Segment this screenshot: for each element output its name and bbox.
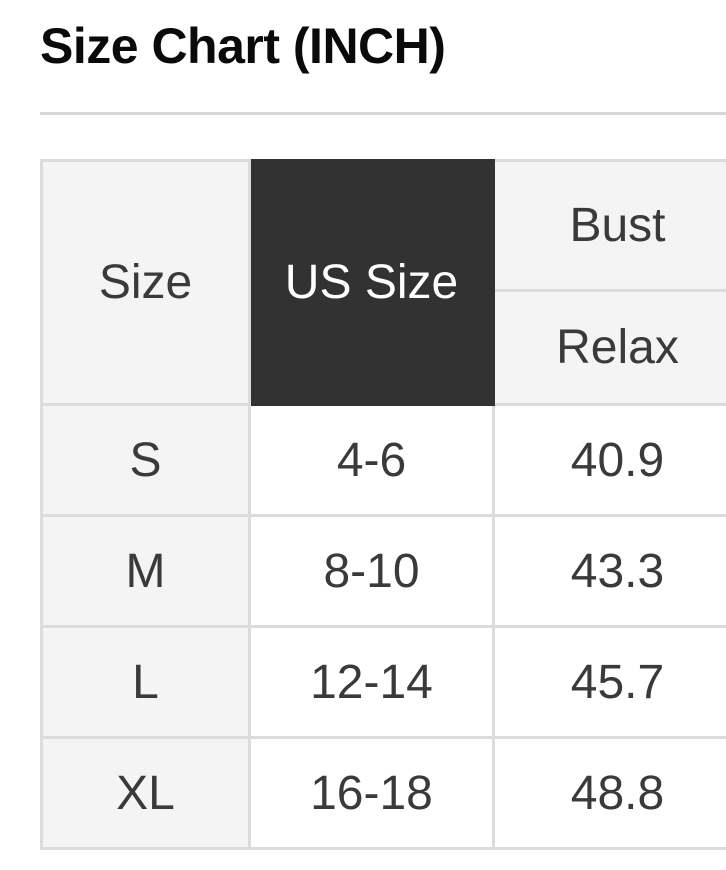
us-size-cell: 16-18 bbox=[250, 738, 494, 849]
column-header-relax: Relax bbox=[494, 291, 726, 405]
bust-relax-cell: 40.9 bbox=[494, 405, 726, 516]
size-chart-table: Size US Size Bust Relax S 4-6 40.9 M 8-1… bbox=[40, 159, 726, 850]
table-row: M 8-10 43.3 bbox=[42, 516, 726, 627]
us-size-cell: 4-6 bbox=[250, 405, 494, 516]
title-divider bbox=[40, 112, 726, 115]
table-row: S 4-6 40.9 bbox=[42, 405, 726, 516]
table-row: XL 16-18 48.8 bbox=[42, 738, 726, 849]
column-header-size: Size bbox=[42, 161, 250, 405]
size-cell: M bbox=[42, 516, 250, 627]
column-header-bust: Bust bbox=[494, 161, 726, 291]
bust-relax-cell: 43.3 bbox=[494, 516, 726, 627]
page-title: Size Chart (INCH) bbox=[40, 16, 726, 76]
table-row: L 12-14 45.7 bbox=[42, 627, 726, 738]
bust-relax-cell: 45.7 bbox=[494, 627, 726, 738]
size-cell: L bbox=[42, 627, 250, 738]
column-header-us-size: US Size bbox=[250, 161, 494, 405]
header-row-top: Size US Size Bust bbox=[42, 161, 726, 291]
us-size-cell: 12-14 bbox=[250, 627, 494, 738]
us-size-cell: 8-10 bbox=[250, 516, 494, 627]
size-cell: S bbox=[42, 405, 250, 516]
bust-relax-cell: 48.8 bbox=[494, 738, 726, 849]
size-cell: XL bbox=[42, 738, 250, 849]
